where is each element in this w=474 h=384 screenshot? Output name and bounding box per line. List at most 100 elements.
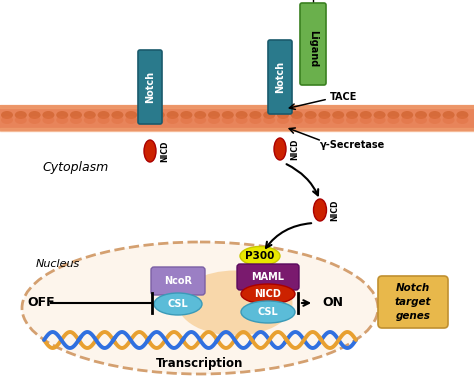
- Ellipse shape: [154, 293, 202, 315]
- Ellipse shape: [236, 111, 247, 119]
- Text: Notch: Notch: [396, 283, 430, 293]
- Ellipse shape: [346, 111, 358, 119]
- Text: Transcription: Transcription: [156, 356, 244, 369]
- Text: OFF: OFF: [27, 296, 55, 310]
- Ellipse shape: [313, 199, 327, 221]
- Ellipse shape: [28, 116, 41, 124]
- Ellipse shape: [429, 116, 441, 124]
- Ellipse shape: [42, 116, 55, 124]
- Text: NICD: NICD: [255, 289, 282, 299]
- Ellipse shape: [70, 111, 82, 119]
- Ellipse shape: [401, 111, 413, 119]
- Ellipse shape: [332, 116, 344, 124]
- Ellipse shape: [125, 116, 137, 124]
- Ellipse shape: [319, 111, 330, 119]
- Ellipse shape: [456, 116, 468, 124]
- Ellipse shape: [360, 116, 372, 124]
- Ellipse shape: [415, 111, 427, 119]
- Text: γ-Secretase: γ-Secretase: [320, 140, 385, 150]
- Ellipse shape: [456, 111, 468, 119]
- Ellipse shape: [84, 111, 96, 119]
- FancyBboxPatch shape: [268, 40, 292, 114]
- Text: NICD: NICD: [290, 138, 299, 160]
- Ellipse shape: [274, 138, 286, 160]
- Bar: [0, 105, 474, 131]
- Ellipse shape: [291, 111, 303, 119]
- Ellipse shape: [222, 116, 234, 124]
- Ellipse shape: [153, 111, 165, 119]
- Ellipse shape: [144, 140, 156, 162]
- Ellipse shape: [208, 116, 220, 124]
- Text: NcoR: NcoR: [164, 276, 192, 286]
- FancyBboxPatch shape: [138, 50, 162, 124]
- Ellipse shape: [194, 111, 206, 119]
- Ellipse shape: [153, 116, 165, 124]
- Ellipse shape: [84, 116, 96, 124]
- Ellipse shape: [98, 111, 109, 119]
- Ellipse shape: [360, 111, 372, 119]
- Ellipse shape: [70, 116, 82, 124]
- Ellipse shape: [194, 116, 206, 124]
- Ellipse shape: [181, 116, 192, 124]
- FancyBboxPatch shape: [378, 276, 448, 328]
- Ellipse shape: [42, 111, 55, 119]
- Text: genes: genes: [396, 311, 430, 321]
- Ellipse shape: [305, 111, 317, 119]
- FancyBboxPatch shape: [300, 3, 326, 85]
- Ellipse shape: [374, 111, 386, 119]
- Ellipse shape: [166, 116, 179, 124]
- Ellipse shape: [319, 116, 330, 124]
- Ellipse shape: [222, 111, 234, 119]
- Ellipse shape: [56, 116, 68, 124]
- Ellipse shape: [387, 116, 400, 124]
- Text: Notch: Notch: [275, 61, 285, 93]
- Ellipse shape: [277, 116, 289, 124]
- Text: NICD: NICD: [160, 140, 169, 162]
- Ellipse shape: [277, 111, 289, 119]
- Ellipse shape: [15, 111, 27, 119]
- Ellipse shape: [15, 116, 27, 124]
- Ellipse shape: [181, 111, 192, 119]
- Ellipse shape: [249, 116, 261, 124]
- Ellipse shape: [401, 116, 413, 124]
- Ellipse shape: [429, 111, 441, 119]
- Ellipse shape: [415, 116, 427, 124]
- Text: Nucleus: Nucleus: [36, 259, 80, 269]
- Ellipse shape: [263, 116, 275, 124]
- FancyBboxPatch shape: [237, 264, 299, 290]
- Text: NICD: NICD: [330, 199, 339, 221]
- Ellipse shape: [241, 301, 295, 323]
- Text: P300: P300: [246, 251, 275, 261]
- Text: Ligand: Ligand: [308, 30, 318, 68]
- Text: ON: ON: [322, 296, 343, 310]
- Ellipse shape: [249, 111, 261, 119]
- Text: target: target: [395, 297, 431, 307]
- Ellipse shape: [111, 111, 123, 119]
- Ellipse shape: [332, 111, 344, 119]
- Ellipse shape: [263, 111, 275, 119]
- Text: CSL: CSL: [258, 307, 278, 317]
- Text: CSL: CSL: [168, 299, 188, 309]
- Ellipse shape: [28, 111, 41, 119]
- Ellipse shape: [346, 116, 358, 124]
- Ellipse shape: [111, 116, 123, 124]
- Ellipse shape: [139, 111, 151, 119]
- Ellipse shape: [1, 111, 13, 119]
- Ellipse shape: [236, 116, 247, 124]
- Ellipse shape: [443, 116, 455, 124]
- Text: MAML: MAML: [252, 272, 284, 282]
- FancyBboxPatch shape: [151, 267, 205, 295]
- Text: TACE: TACE: [330, 92, 357, 102]
- Ellipse shape: [1, 116, 13, 124]
- Ellipse shape: [208, 111, 220, 119]
- Ellipse shape: [56, 111, 68, 119]
- Ellipse shape: [22, 242, 378, 374]
- Ellipse shape: [387, 111, 400, 119]
- Text: Cytoplasm: Cytoplasm: [42, 162, 108, 174]
- Ellipse shape: [166, 111, 179, 119]
- Ellipse shape: [177, 270, 292, 336]
- Ellipse shape: [305, 116, 317, 124]
- Ellipse shape: [240, 247, 280, 265]
- Ellipse shape: [241, 284, 295, 304]
- Ellipse shape: [443, 111, 455, 119]
